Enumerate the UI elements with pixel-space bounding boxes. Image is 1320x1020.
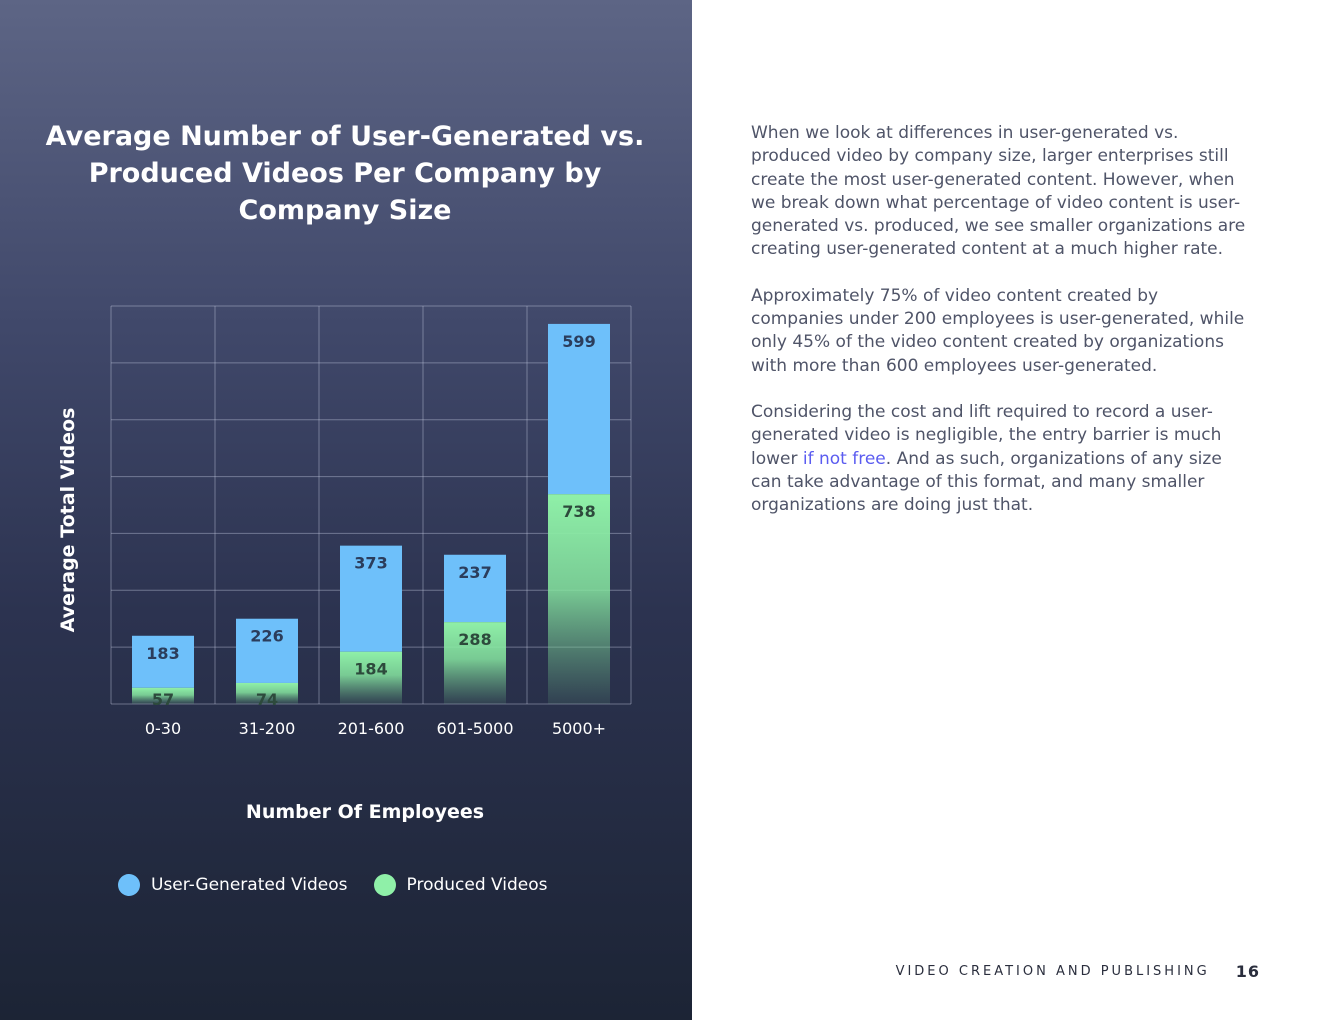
- paragraph-3-start: Considering the cost and lift required t…: [751, 401, 1222, 469]
- x-tick-label: 31-200: [239, 719, 296, 738]
- bar-user-generated-201-600: [340, 545, 402, 652]
- data-label-produced: 57: [152, 690, 174, 709]
- bar-user-generated-31-200: [236, 618, 298, 683]
- legend-label-produced: Produced Videos: [406, 875, 548, 895]
- bar-produced-31-200: [236, 682, 298, 704]
- y-axis-title: Average Total Videos: [57, 408, 79, 633]
- bar-produced-0-30: [132, 687, 194, 704]
- data-label-produced: 74: [256, 690, 278, 709]
- paragraph-2: Approximately 75% of video content creat…: [751, 285, 1245, 376]
- x-tick-label: 5000+: [552, 719, 606, 738]
- bar-chart: 183 57 0-30 226 74 31-200 373 184 201-600 237 288 6…: [57, 305, 632, 823]
- data-label-produced: 184: [354, 660, 387, 679]
- body-text: When we look at differences in user-gene…: [751, 122, 1251, 540]
- page-footer: VIDEO CREATION AND PUBLISHING 16: [896, 962, 1260, 981]
- chart-title: Average Number of User-Generated vs. Pro…: [45, 121, 645, 226]
- legend-dot-user-generated: [118, 874, 140, 896]
- chart-bars: [132, 323, 610, 704]
- bar-produced-5000+: [548, 494, 610, 704]
- section-label: VIDEO CREATION AND PUBLISHING: [895, 964, 1210, 979]
- bar-user-generated-0-30: [132, 635, 194, 688]
- legend-label-user-generated: User-Generated Videos: [151, 875, 348, 895]
- data-label-user-generated: 226: [250, 627, 283, 646]
- data-label-user-generated: 599: [562, 332, 595, 351]
- paragraph-1: When we look at differences in user-gene…: [751, 123, 1246, 260]
- x-tick-label: 601-5000: [436, 719, 513, 738]
- chart-legend: User-Generated Videos Produced Videos: [118, 874, 574, 896]
- bar-user-generated-5000+: [548, 323, 610, 495]
- data-label-user-generated: 373: [354, 554, 387, 573]
- paragraph-3: Considering the cost and lift required t…: [751, 401, 1251, 517]
- legend-item-user-generated: User-Generated Videos: [118, 874, 348, 896]
- x-tick-label: 201-600: [338, 719, 405, 738]
- chart-panel: Average Number of User-Generated vs. Pro…: [0, 0, 692, 1020]
- data-label-user-generated: 183: [146, 644, 179, 663]
- chart-grid: [110, 305, 632, 705]
- x-axis-title: Number Of Employees: [246, 801, 484, 823]
- data-label-user-generated: 237: [458, 563, 491, 582]
- legend-dot-produced: [373, 874, 396, 896]
- page-number: 16: [1235, 962, 1260, 981]
- legend-item-produced: Produced Videos: [373, 874, 548, 896]
- bar-user-generated-601-5000: [444, 554, 506, 623]
- data-label-produced: 738: [562, 502, 595, 521]
- data-label-produced: 288: [458, 630, 491, 649]
- bar-produced-201-600: [340, 651, 402, 704]
- if-not-free-link[interactable]: if not free: [802, 448, 886, 469]
- bar-produced-601-5000: [444, 622, 506, 704]
- x-tick-label: 0-30: [145, 719, 181, 738]
- chart-labels: 183 57 0-30 226 74 31-200 373 184 201-600 237 288 6…: [57, 332, 606, 823]
- paragraph-3-end: . And as such, organizations of any size…: [751, 448, 1222, 516]
